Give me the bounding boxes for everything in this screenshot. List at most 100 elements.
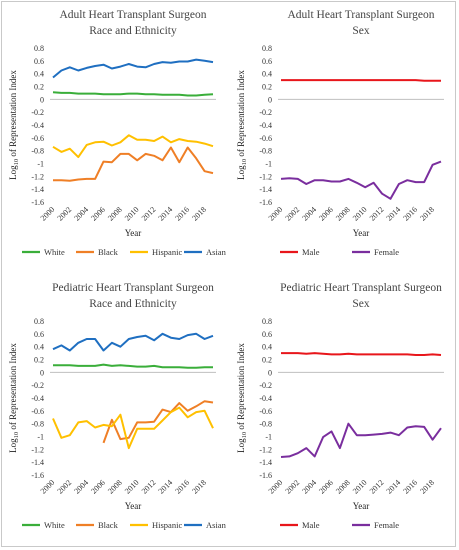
y-tick-label: 0.6 xyxy=(262,330,272,339)
x-tick-label: 2014 xyxy=(385,205,403,223)
y-tick-label: -1 xyxy=(37,433,44,442)
y-tick-label: 0.8 xyxy=(262,317,272,326)
y-tick-label: -1.2 xyxy=(31,172,44,181)
legend-label: Male xyxy=(302,520,320,530)
y-tick-label: -1.2 xyxy=(259,172,272,181)
legend-item-hispanic: Hispanic xyxy=(130,247,182,257)
legend-item-female: Female xyxy=(352,520,399,530)
legend-label: Hispanic xyxy=(152,520,182,530)
x-tick-label: 2004 xyxy=(72,205,90,223)
series-line-male xyxy=(281,79,441,82)
x-tick-label: 2004 xyxy=(72,478,90,496)
y-axis-label: Log10 of Representation Index xyxy=(8,70,20,180)
legend-item-male: Male xyxy=(280,520,320,530)
y-axis-label: Log10 of Representation Index xyxy=(8,343,20,453)
x-tick-label: 2012 xyxy=(368,478,386,496)
x-tick-label: 2010 xyxy=(351,478,369,496)
y-tick-label: 0.8 xyxy=(262,44,272,53)
x-tick-label: 2006 xyxy=(89,205,107,223)
series-line-black xyxy=(102,400,214,444)
chart-panel-3: Pediatric Heart Transplant Surgeon Race a… xyxy=(8,282,227,530)
x-tick-label: 2004 xyxy=(300,478,318,496)
y-tick-label: -0.4 xyxy=(31,121,44,130)
y-tick-label: 0.4 xyxy=(34,70,44,79)
legend-label: Female xyxy=(374,247,399,257)
x-axis-label: Year xyxy=(353,501,370,511)
y-tick-label: -0.6 xyxy=(259,134,272,143)
y-tick-label: -0.4 xyxy=(259,121,272,130)
y-tick-label: -0.6 xyxy=(31,407,44,416)
x-tick-label: 2016 xyxy=(401,478,419,496)
x-tick-label: 2008 xyxy=(334,478,352,496)
y-tick-label: -1.4 xyxy=(259,458,272,467)
chart-panel-4: Pediatric Heart Transplant Surgeon Sex 0.8… xyxy=(236,282,444,530)
legend-label: Black xyxy=(98,520,119,530)
x-tick-label: 2002 xyxy=(284,205,302,223)
x-tick-label: 2018 xyxy=(190,205,208,223)
chart-title: Pediatric Heart Transplant Surgeon xyxy=(280,282,442,294)
x-tick-label: 2000 xyxy=(267,478,285,496)
y-tick-label: 0.2 xyxy=(34,356,44,365)
series-line-male xyxy=(281,352,442,356)
series-line-asian xyxy=(52,332,214,352)
legend-label: White xyxy=(44,247,65,257)
x-tick-label: 2018 xyxy=(190,478,208,496)
x-tick-label: 2010 xyxy=(351,205,369,223)
legend-label: Asian xyxy=(206,520,227,530)
legend-item-black: Black xyxy=(76,247,119,257)
x-tick-label: 2004 xyxy=(300,205,318,223)
x-tick-label: 2008 xyxy=(106,478,124,496)
y-tick-label: -1.6 xyxy=(259,471,272,480)
x-tick-label: 2000 xyxy=(39,205,57,223)
y-tick-label: -0.6 xyxy=(31,134,44,143)
y-tick-label: -1.6 xyxy=(31,471,44,480)
y-tick-label: -1.4 xyxy=(259,185,272,194)
x-tick-label: 2014 xyxy=(157,205,175,223)
x-tick-label: 2018 xyxy=(418,205,436,223)
x-tick-label: 2008 xyxy=(106,205,124,223)
y-tick-label: -1 xyxy=(265,433,272,442)
y-tick-label: 0.4 xyxy=(262,70,272,79)
legend-item-asian: Asian xyxy=(184,247,227,257)
x-tick-label: 2016 xyxy=(173,478,191,496)
y-tick-label: -0.4 xyxy=(31,394,44,403)
y-tick-label: -0.8 xyxy=(31,147,44,156)
y-tick-label: 0.6 xyxy=(34,330,44,339)
legend-item-female: Female xyxy=(352,247,399,257)
y-tick-label: -0.6 xyxy=(259,407,272,416)
y-tick-label: 0.2 xyxy=(262,83,272,92)
y-tick-label: -1.2 xyxy=(259,445,272,454)
series-line-white xyxy=(53,363,213,369)
legend-item-male: Male xyxy=(280,247,320,257)
x-tick-label: 2012 xyxy=(140,205,158,223)
series-line-hispanic xyxy=(52,406,214,450)
x-tick-label: 2006 xyxy=(89,478,107,496)
y-tick-label: -0.4 xyxy=(259,394,272,403)
y-tick-label: 0.2 xyxy=(34,83,44,92)
y-tick-label: -0.8 xyxy=(259,420,272,429)
x-tick-label: 2002 xyxy=(56,205,74,223)
y-tick-label: -0.2 xyxy=(31,381,44,390)
legend-item-white: White xyxy=(22,247,65,257)
y-tick-label: 0.8 xyxy=(34,317,44,326)
chart-title: Pediatric Heart Transplant Surgeon xyxy=(52,282,214,294)
legend-item-asian: Asian xyxy=(184,520,227,530)
series-line-white xyxy=(52,91,214,97)
chart-title: Adult Heart Transplant Surgeon xyxy=(59,9,206,21)
x-tick-label: 2006 xyxy=(317,478,335,496)
y-tick-label: -0.8 xyxy=(259,147,272,156)
x-tick-label: 2010 xyxy=(123,205,141,223)
legend-label: Hispanic xyxy=(152,247,182,257)
y-tick-label: 0.6 xyxy=(262,57,272,66)
y-tick-label: 0 xyxy=(268,95,272,104)
series-line-hispanic xyxy=(52,134,214,159)
series-line-black xyxy=(53,146,214,182)
legend-label: Black xyxy=(98,247,119,257)
y-tick-label: -1.4 xyxy=(31,185,44,194)
x-axis-label: Year xyxy=(125,228,142,238)
y-tick-label: 0.2 xyxy=(262,356,272,365)
y-tick-label: -1.4 xyxy=(31,458,44,467)
y-tick-label: -1.2 xyxy=(31,445,44,454)
